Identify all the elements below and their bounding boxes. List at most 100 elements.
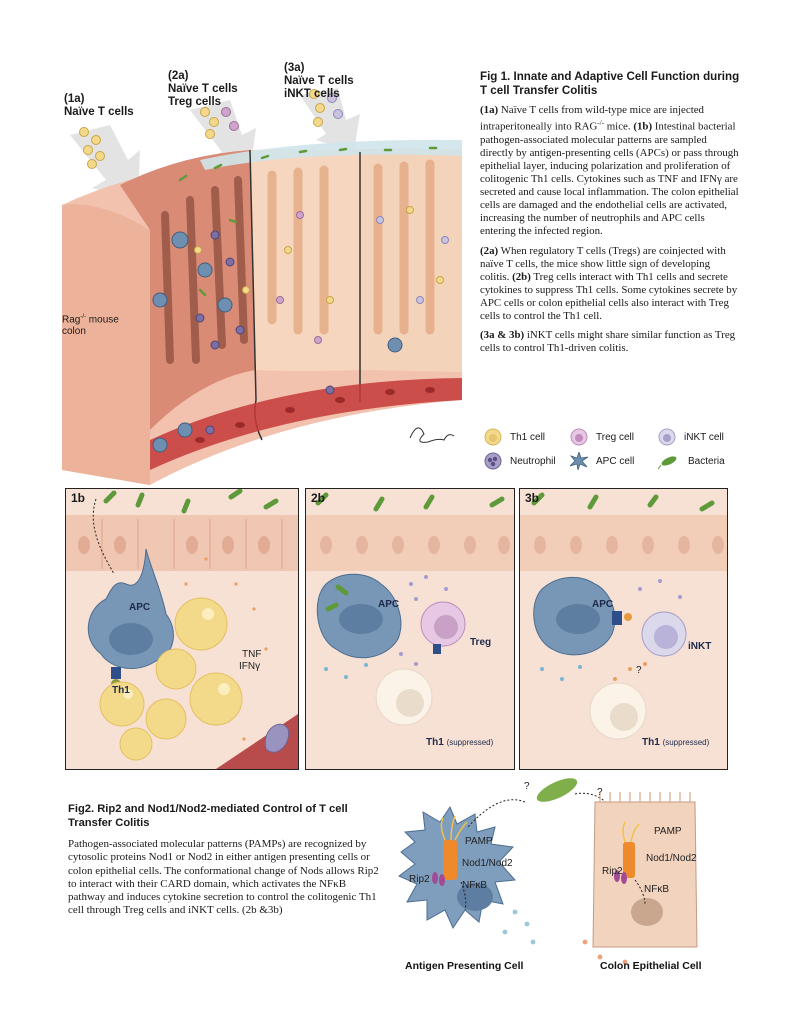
label-2a: (2a) Naïve T cells Treg cells — [168, 70, 238, 109]
treg-cell-icon — [570, 428, 588, 446]
fig2-epithelial-cell — [592, 801, 698, 948]
fig2-epi-nod-label: Nod1/Nod2 — [646, 853, 697, 864]
fig2-apc-rip2-label: Rip2 — [409, 874, 430, 885]
rag-text: Rag — [62, 314, 81, 326]
fig2-apc-caption: Antigen Presenting Cell — [405, 960, 524, 972]
label-3a-code: (3a) — [284, 62, 305, 74]
fig2-epi-rip2-label: Rip2 — [602, 866, 623, 877]
panel-1b-label: 1b — [71, 491, 86, 505]
panel-2b-th1-text: Th1 — [426, 737, 444, 748]
fig2-body: Pathogen-associated molecular patterns (… — [68, 838, 379, 917]
rag-superscript: -/- — [80, 314, 87, 320]
panel-1b-th1-label: Th1 — [112, 685, 130, 696]
label-1a-code: (1a) — [64, 93, 85, 105]
panel-3b: 3b APC iNKT ? Th1 (suppressed) — [519, 488, 728, 770]
panel-1b-ifng-label: IFNγ — [239, 661, 261, 672]
fig1-p2-code: (2a) — [480, 244, 499, 257]
label-3a: (3a) Naïve T cells iNKT cells — [284, 62, 354, 101]
panel-2b-apc-label: APC — [378, 599, 400, 610]
legend-th1-label: Th1 cell — [510, 431, 546, 443]
panel-1b-apc-label: APC — [129, 602, 151, 613]
legend-bacteria-label: Bacteria — [688, 455, 725, 467]
blood-vessel-layer — [150, 378, 462, 470]
legend-th1: Th1 cell — [484, 428, 545, 446]
fig1-paragraph-2: (2a) When regulatory T cells (Tregs) are… — [480, 245, 742, 324]
panel-2b-treg-label: Treg — [470, 637, 492, 648]
fig2-epi-pamp-label: PAMP — [654, 826, 682, 837]
fig1-p1-text-a: Naïve T cells from wild-type mice are in… — [480, 104, 704, 133]
panel-1b-illustration — [66, 489, 298, 769]
legend-treg-label: Treg cell — [596, 431, 634, 443]
panel-1b-tnf-label: TNF — [242, 649, 262, 660]
fig1-description: Fig 1. Innate and Adaptive Cell Function… — [480, 70, 742, 361]
legend-bacteria: Bacteria — [658, 452, 725, 470]
artist-signature — [409, 427, 455, 443]
panel-2b-th1-label: Th1 (suppressed) — [426, 737, 493, 748]
rag-colon-text: colon — [62, 326, 86, 338]
legend-neutrophil: Neutrophil — [484, 452, 556, 470]
label-2a-cells-1: Naïve T cells — [168, 83, 238, 95]
panel-2b-label: 2b — [311, 491, 326, 505]
rag-mouse-colon-label: Rag-/- mouse colon — [62, 311, 119, 338]
legend-neutrophil-label: Neutrophil — [510, 455, 556, 467]
th1-cell-icon — [484, 428, 502, 446]
fig2-illustration — [398, 778, 698, 965]
panel-2b-illustration — [306, 489, 514, 769]
fig1-p1-code-2: (1b) — [633, 120, 653, 133]
fig1-p3-text-a: iNKT cells might share similar function … — [480, 329, 736, 355]
panel-3b-label: 3b — [525, 491, 540, 505]
fig2-title: Fig2. Rip2 and Nod1/Nod2-mediated Contro… — [68, 803, 348, 829]
injected-cells-1a — [79, 127, 105, 169]
fig1-p1-code: (1a) — [480, 104, 499, 116]
fig1-p3-code: (3a & 3b) — [480, 329, 525, 342]
mucosa-treg — [250, 149, 360, 371]
panel-3b-th1-label: Th1 (suppressed) — [642, 737, 709, 748]
label-1a-cells: Naïve T cells — [64, 106, 134, 118]
injected-cells-2a — [200, 107, 239, 139]
bacteria-icon — [658, 456, 677, 470]
legend-treg: Treg cell — [570, 428, 634, 446]
legend-apc: APC cell — [570, 452, 634, 470]
fig2-apc-nod-label: Nod1/Nod2 — [462, 858, 513, 869]
label-2a-code: (2a) — [168, 70, 189, 82]
fig2-description: Fig2. Rip2 and Nod1/Nod2-mediated Contro… — [68, 802, 386, 918]
fig1-title: Fig 1. Innate and Adaptive Cell Function… — [480, 70, 740, 97]
legend-apc-label: APC cell — [596, 455, 635, 467]
mucosa-inflamed — [120, 150, 255, 430]
label-2a-cells-2: Treg cells — [168, 96, 222, 108]
panel-3b-th1-text: Th1 — [642, 737, 660, 748]
fig2-epi-nfkb-label: NFκB — [644, 884, 669, 895]
apc-cell-icon — [570, 452, 588, 470]
panel-3b-question-mark: ? — [636, 665, 642, 676]
colon-tissue-illustration — [62, 88, 462, 485]
inkt-cell-icon — [658, 428, 676, 446]
mucosa-inkt — [360, 150, 462, 372]
fig1-p2-text-b: Treg cells interact with Th1 cells and s… — [480, 270, 738, 323]
fig2-apc-pamp-label: PAMP — [465, 836, 493, 847]
fig2-question-1: ? — [524, 781, 530, 792]
fig2-apc-nfkb-label: NFκB — [462, 880, 487, 891]
panel-3b-illustration — [520, 489, 727, 769]
panel-3b-inkt-label: iNKT — [688, 641, 712, 652]
label-1a: (1a) Naïve T cells — [64, 93, 134, 119]
panel-1b: 1b APC Th1 TNF IFNγ — [65, 488, 299, 770]
fig1-p1-text-c: Intestinal bacterial pathogen-associated… — [480, 120, 739, 238]
panel-2b: 2b APC Treg Th1 (suppressed) — [305, 488, 515, 770]
panel-2b-suppressed-text: (suppressed) — [446, 738, 494, 747]
label-3a-cells-2: iNKT cells — [284, 88, 340, 100]
fig1-paragraph-1: (1a) Naïve T cells from wild-type mice a… — [480, 104, 742, 239]
panel-3b-suppressed-text: (suppressed) — [662, 738, 710, 747]
fig1-p2-text-a: When regulatory T cells (Tregs) are coin… — [480, 244, 726, 283]
fig2-question-2: ? — [597, 787, 603, 798]
fig1-p2-code-2: (2b) — [512, 270, 531, 283]
fig2-bacterium — [536, 778, 578, 802]
fig2-epi-caption: Colon Epithelial Cell — [600, 960, 702, 972]
rag-mouse-text: mouse — [86, 314, 119, 326]
legend-inkt: iNKT cell — [658, 428, 724, 446]
fig1-paragraph-3: (3a & 3b) iNKT cells might share similar… — [480, 329, 742, 355]
injected-cells-3a — [309, 89, 343, 127]
legend-inkt-label: iNKT cell — [684, 431, 724, 443]
fig1-p1-text-b: mice. — [603, 120, 634, 133]
neutrophil-icon — [484, 452, 502, 470]
fig1-p1-sup: -/- — [597, 119, 604, 128]
